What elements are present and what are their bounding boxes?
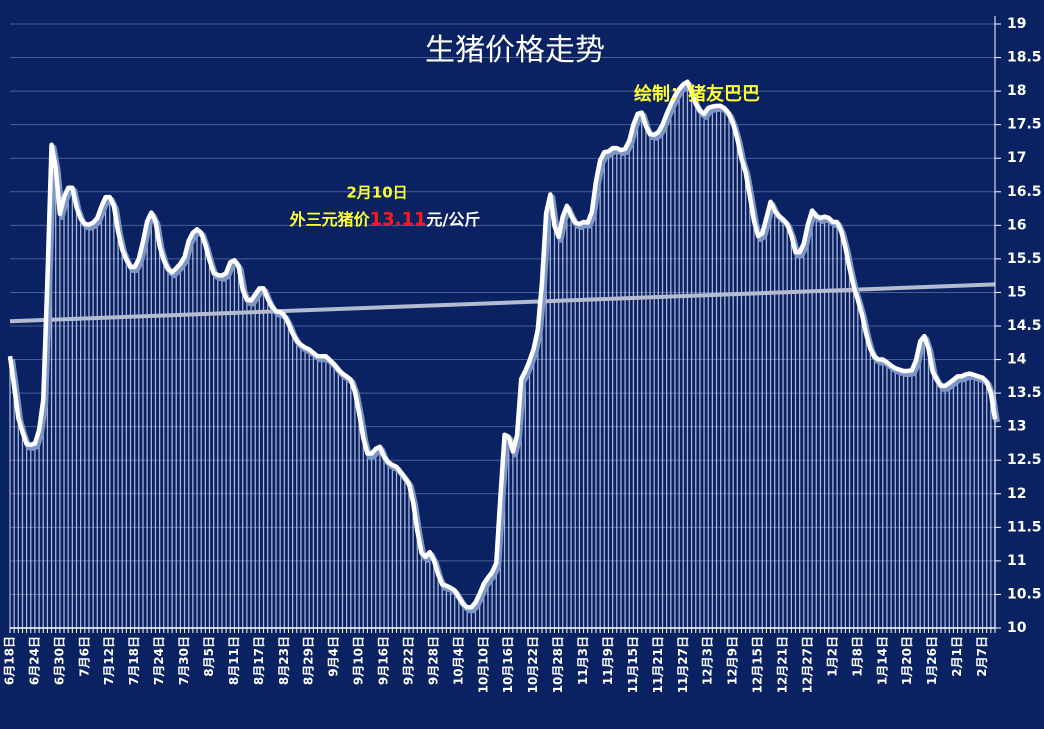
y-tick-label: 14	[1007, 352, 1027, 368]
x-tick-label: 7月12日	[102, 636, 116, 685]
x-tick-label: 7月6日	[77, 636, 91, 677]
y-tick-label: 18.5	[1007, 50, 1042, 66]
x-tick-label: 12月15日	[751, 636, 765, 693]
x-tick-label: 1月2日	[825, 636, 839, 677]
x-tick-label: 2月1日	[950, 636, 964, 677]
x-tick-label: 6月18日	[3, 636, 17, 685]
y-tick-label: 19	[1007, 16, 1026, 32]
x-tick-label: 9月16日	[377, 636, 391, 685]
y-tick-label: 12.5	[1007, 452, 1042, 468]
x-tick-label: 8月29日	[302, 636, 316, 685]
x-tick-label: 2月7日	[975, 636, 989, 677]
x-tick-label: 8月5日	[202, 636, 216, 677]
x-tick-label: 10月4日	[451, 636, 465, 685]
x-tick-label: 12月3日	[701, 636, 715, 685]
x-tick-label: 12月9日	[726, 636, 740, 685]
annotation-value: 13.11	[370, 209, 427, 230]
x-tick-label: 9月10日	[352, 636, 366, 685]
x-tick-label: 6月30日	[52, 636, 66, 685]
x-tick-label: 7月30日	[177, 636, 191, 685]
y-tick-label: 15	[1007, 284, 1026, 300]
x-tick-label: 1月14日	[875, 636, 889, 685]
x-tick-label: 11月15日	[626, 636, 640, 693]
x-tick-label: 1月8日	[850, 636, 864, 677]
y-tick-label: 17.5	[1007, 117, 1042, 133]
x-tick-label: 7月18日	[127, 636, 141, 685]
trend-line	[9, 282, 996, 324]
y-tick-label: 16.5	[1007, 184, 1042, 200]
x-tick-label: 10月28日	[551, 636, 565, 693]
y-tick-label: 11.5	[1007, 519, 1042, 535]
x-tick-label: 9月28日	[426, 636, 440, 685]
x-tick-label: 10月16日	[501, 636, 515, 693]
y-tick-label: 10.5	[1007, 586, 1042, 602]
annotation-price: 外三元猪价13.11元/公斤	[289, 209, 481, 230]
x-tick-label: 8月11日	[227, 636, 241, 685]
y-tick-label: 13	[1007, 419, 1026, 435]
annotation-date: 2月10日	[346, 184, 407, 202]
x-tick-label: 1月20日	[900, 636, 914, 685]
price-line	[7, 79, 998, 610]
y-tick-label: 11	[1007, 553, 1026, 569]
y-tick-label: 10	[1007, 620, 1027, 636]
x-tick-label: 9月4日	[327, 636, 341, 677]
y-tick-label: 18	[1007, 83, 1026, 99]
y-tick-label: 14.5	[1007, 318, 1042, 334]
x-tick-label: 11月3日	[576, 636, 590, 685]
x-tick-label: 9月22日	[401, 636, 415, 685]
y-tick-label: 13.5	[1007, 385, 1042, 401]
x-tick-label: 10月10日	[476, 636, 490, 693]
x-tick-label: 8月23日	[277, 636, 291, 685]
x-tick-label: 11月21日	[651, 636, 665, 693]
annotation-label: 外三元猪价	[289, 210, 371, 229]
y-tick-label: 12	[1007, 486, 1026, 502]
annotation-unit: 元/公斤	[427, 210, 481, 229]
x-tick-label: 1月26日	[925, 636, 939, 685]
x-tick-label: 12月21日	[776, 636, 790, 693]
chart-title: 生猪价格走势	[425, 33, 605, 68]
x-tick-label: 10月22日	[526, 636, 540, 693]
x-tick-label: 12月27日	[800, 636, 814, 693]
y-tick-label: 15.5	[1007, 251, 1042, 267]
credit: 绘制：猪友巴巴	[634, 83, 760, 105]
x-tick-label: 7月24日	[152, 636, 166, 685]
y-tick-label: 17	[1007, 150, 1026, 166]
x-tick-label: 11月27日	[676, 636, 690, 693]
x-tick-label: 8月17日	[252, 636, 266, 685]
y-tick-label: 16	[1007, 217, 1026, 233]
x-tick-label: 6月24日	[27, 636, 41, 685]
x-tick-label: 11月9日	[601, 636, 615, 685]
